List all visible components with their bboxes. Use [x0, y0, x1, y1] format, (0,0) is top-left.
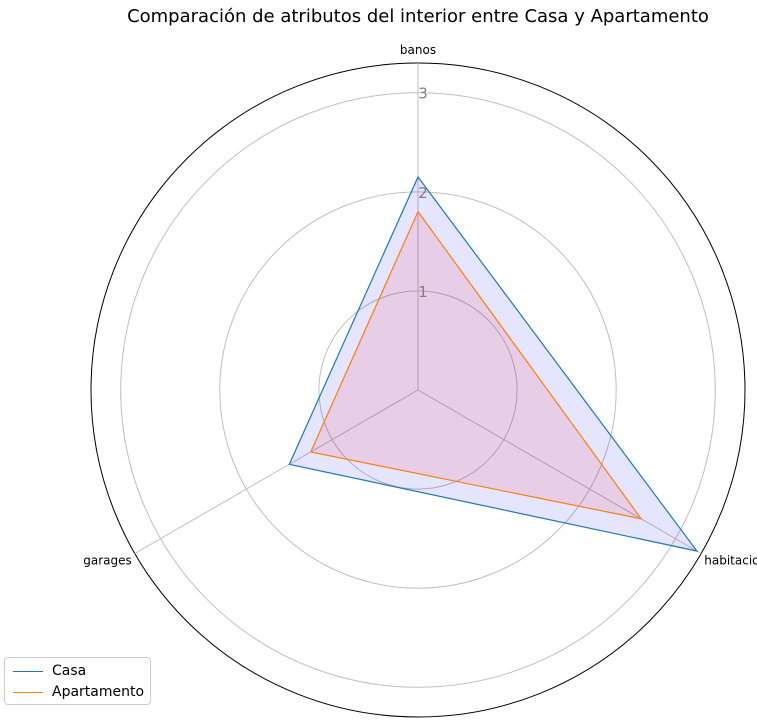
legend-swatch [13, 670, 43, 672]
legend-label: Apartamento [52, 684, 145, 700]
legend-label: Casa [52, 663, 87, 679]
axis-label-banos: banos [400, 43, 436, 57]
spoke [134, 389, 419, 554]
chart-title: Comparación de atributos del interior en… [127, 6, 709, 27]
series-line [288, 175, 699, 552]
series-fill [310, 211, 642, 519]
legend-item-apartamento: Apartamento [13, 682, 144, 702]
tick-labels: 1 2 3 [418, 85, 428, 301]
legend-swatch [13, 691, 43, 693]
spoke [417, 389, 702, 554]
axis-label-garages: garages [83, 554, 132, 568]
axis-label-habitaciones: habitaciones [704, 554, 757, 568]
series-lines [288, 175, 699, 552]
tick-label: 1 [418, 283, 428, 301]
legend-item-casa: Casa [13, 661, 86, 681]
tick-label: 3 [418, 85, 428, 103]
tick-label: 2 [418, 184, 428, 202]
legend: Casa Apartamento [4, 657, 151, 705]
series-line [309, 210, 643, 520]
axis-labels: banos habitaciones garages [83, 43, 757, 568]
grid [120, 63, 716, 688]
